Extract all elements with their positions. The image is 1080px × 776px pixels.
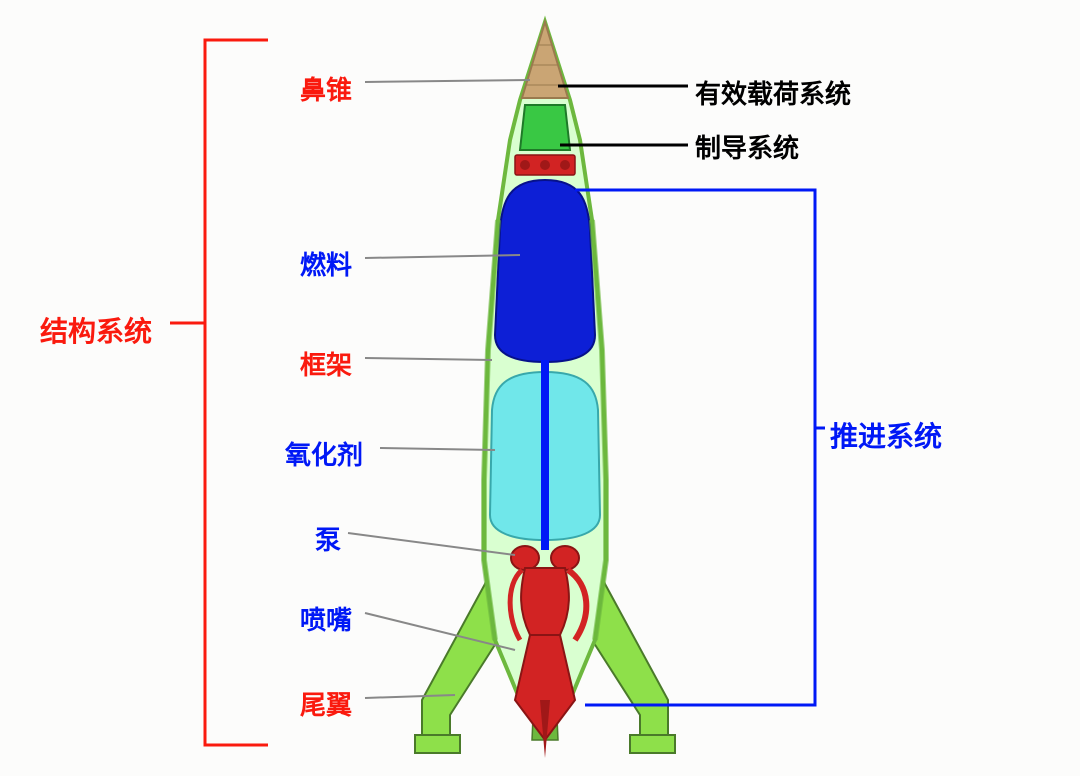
oxidizer-tank <box>490 372 600 540</box>
part-nozzle-label: 喷嘴 <box>300 600 352 637</box>
guidance-box <box>520 105 570 150</box>
right-callout-lines <box>558 86 688 145</box>
left-bracket <box>170 40 268 745</box>
part-frame-label: 框架 <box>300 345 352 382</box>
right-system-label: 推进系统 <box>830 415 942 455</box>
diagram-canvas <box>0 0 1080 776</box>
guidance-system-label: 制导系统 <box>695 128 799 165</box>
part-oxidizer-label: 氧化剂 <box>285 435 363 472</box>
payload-system-label: 有效载荷系统 <box>695 74 851 111</box>
left-leader-lines <box>348 80 530 698</box>
rocket-fins <box>415 560 675 753</box>
rocket <box>415 22 675 758</box>
engine-assembly <box>510 546 586 758</box>
top-structure <box>515 155 575 175</box>
center-pipe <box>541 360 549 550</box>
nose-cone <box>522 22 568 98</box>
part-fin-label: 尾翼 <box>300 685 352 722</box>
left-system-label: 结构系统 <box>40 310 152 350</box>
part-fuel-label: 燃料 <box>300 245 352 282</box>
right-bracket <box>575 190 825 705</box>
part-pump-label: 泵 <box>315 520 341 557</box>
rocket-body <box>484 22 606 730</box>
part-nose-label: 鼻锥 <box>300 70 352 107</box>
fuel-tank <box>495 180 595 362</box>
